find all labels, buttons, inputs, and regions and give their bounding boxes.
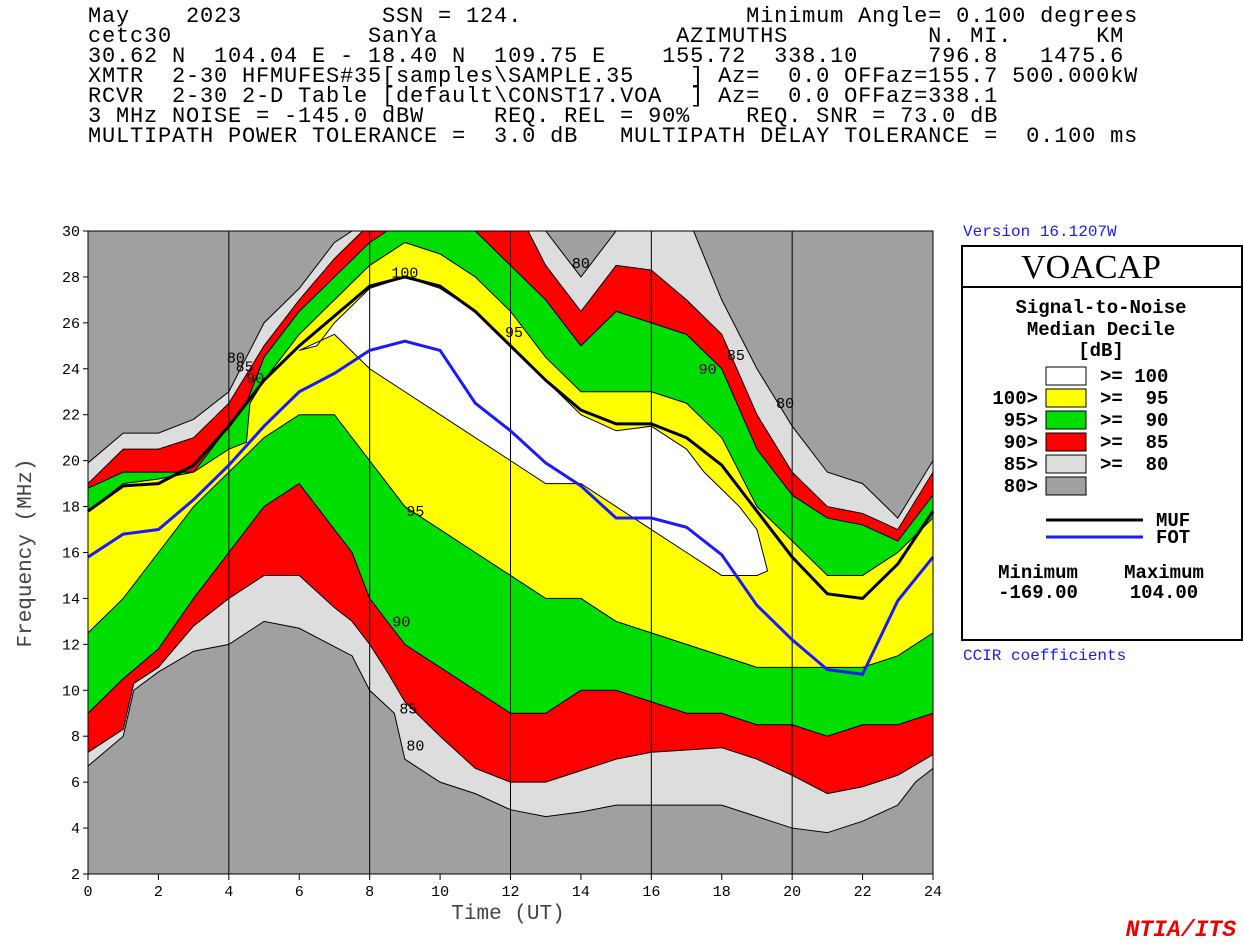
legend-swatch [1045, 366, 1087, 386]
x-tick-label: 4 [224, 884, 233, 901]
y-tick-label: 10 [62, 683, 80, 700]
x-tick-label: 24 [924, 884, 942, 901]
x-tick-label: 14 [572, 884, 590, 901]
y-tick-label: 14 [62, 591, 80, 608]
y-tick-label: 24 [62, 362, 80, 379]
x-tick-label: 6 [295, 884, 304, 901]
header-line: RCVR 2-30 2-D Table [default\CONST17.VOA… [88, 84, 998, 109]
legend-swatch [1045, 476, 1087, 496]
y-tick-label: 2 [71, 867, 80, 884]
contour-label: 90 [392, 614, 410, 631]
y-tick-label: 8 [71, 729, 80, 746]
legend-swatch [1045, 432, 1087, 452]
legend-swatch [1045, 388, 1087, 408]
x-tick-label: 12 [501, 884, 519, 901]
legend-max-label: Maximum [1124, 562, 1204, 584]
y-tick-label: 16 [62, 546, 80, 563]
contour-label: 80 [572, 256, 590, 273]
legend-min-label: Minimum [998, 562, 1078, 584]
legend-subtitle: Signal-to-Noise [1015, 297, 1186, 319]
contour-label: 80 [776, 396, 794, 413]
header-line: cetc30 SanYa AZIMUTHS N. MI. KM [88, 24, 1124, 49]
x-tick-label: 22 [854, 884, 872, 901]
header-line: XMTR 2-30 HFMUFES#35[samples\SAMPLE.35 ]… [88, 64, 1138, 89]
legend-subtitle: Median Decile [1027, 319, 1175, 341]
contour-label: 80 [406, 738, 424, 755]
legend-swatch [1045, 454, 1087, 474]
series-line [87, 275, 935, 601]
legend-range: >= 85 [1100, 432, 1168, 454]
y-tick-label: 30 [62, 224, 80, 241]
y-tick-label: 28 [62, 270, 80, 287]
y-tick-label: 6 [71, 775, 80, 792]
x-tick-label: 8 [365, 884, 374, 901]
contour-label: 95 [505, 325, 523, 342]
x-tick-label: 2 [154, 884, 163, 901]
footnote: CCIR coefficients [963, 647, 1126, 665]
x-axis-label: Time (UT) [451, 903, 564, 926]
legend-range: >= 90 [1100, 410, 1168, 432]
x-tick-label: 16 [642, 884, 660, 901]
legend-series-name: MUF [1156, 510, 1190, 532]
header-line: MULTIPATH POWER TOLERANCE = 3.0 dB MULTI… [88, 124, 1138, 149]
x-tick-label: 18 [713, 884, 731, 901]
legend-range: >= 100 [1100, 366, 1168, 388]
version: Version 16.1207W [963, 223, 1117, 241]
y-tick-label: 20 [62, 454, 80, 471]
contour-label: 85 [727, 348, 745, 365]
header-line: 30.62 N 104.04 E - 18.40 N 109.75 E 155.… [88, 44, 1124, 69]
y-tick-label: 4 [71, 821, 80, 838]
series-line [87, 339, 935, 676]
legend-range: >= 80 [1100, 454, 1168, 476]
legend-range: >= 95 [1100, 388, 1168, 410]
contour-label: 85 [399, 702, 417, 719]
legend-title: VOACAP [1021, 249, 1161, 286]
legend-label: 100> [992, 388, 1038, 410]
contour-label: 85 [236, 359, 254, 376]
contour-label: 95 [406, 504, 424, 521]
contour-band [299, 276, 769, 576]
legend-label: 80> [1004, 476, 1038, 498]
legend-label: 90> [1004, 432, 1038, 454]
legend-max-value: 104.00 [1130, 582, 1198, 604]
y-tick-label: 26 [62, 316, 80, 333]
x-tick-label: 0 [83, 884, 92, 901]
header-line: 3 MHz NOISE = -145.0 dBW REQ. REL = 90% … [88, 104, 998, 129]
legend-subtitle: [dB] [1078, 340, 1124, 362]
x-tick-label: 20 [783, 884, 801, 901]
x-tick-label: 10 [431, 884, 449, 901]
header-line: May 2023 SSN = 124. Minimum Angle= 0.100… [88, 4, 1138, 29]
y-tick-label: 12 [62, 637, 80, 654]
legend-swatch [1045, 410, 1087, 430]
y-tick-label: 22 [62, 408, 80, 425]
legend-min-value: -169.00 [998, 582, 1078, 604]
legend-label: 85> [1004, 454, 1038, 476]
contour-label: 80 [227, 350, 245, 367]
legend-label: 95> [1004, 410, 1038, 432]
y-tick-label: 18 [62, 500, 80, 517]
legend-series-name: FOT [1156, 527, 1190, 549]
contour-label: 90 [699, 362, 717, 379]
credit: NTIA/ITS [1126, 917, 1237, 943]
y-axis-label: Frequency (MHz) [15, 458, 38, 647]
legend-box [961, 245, 1243, 641]
